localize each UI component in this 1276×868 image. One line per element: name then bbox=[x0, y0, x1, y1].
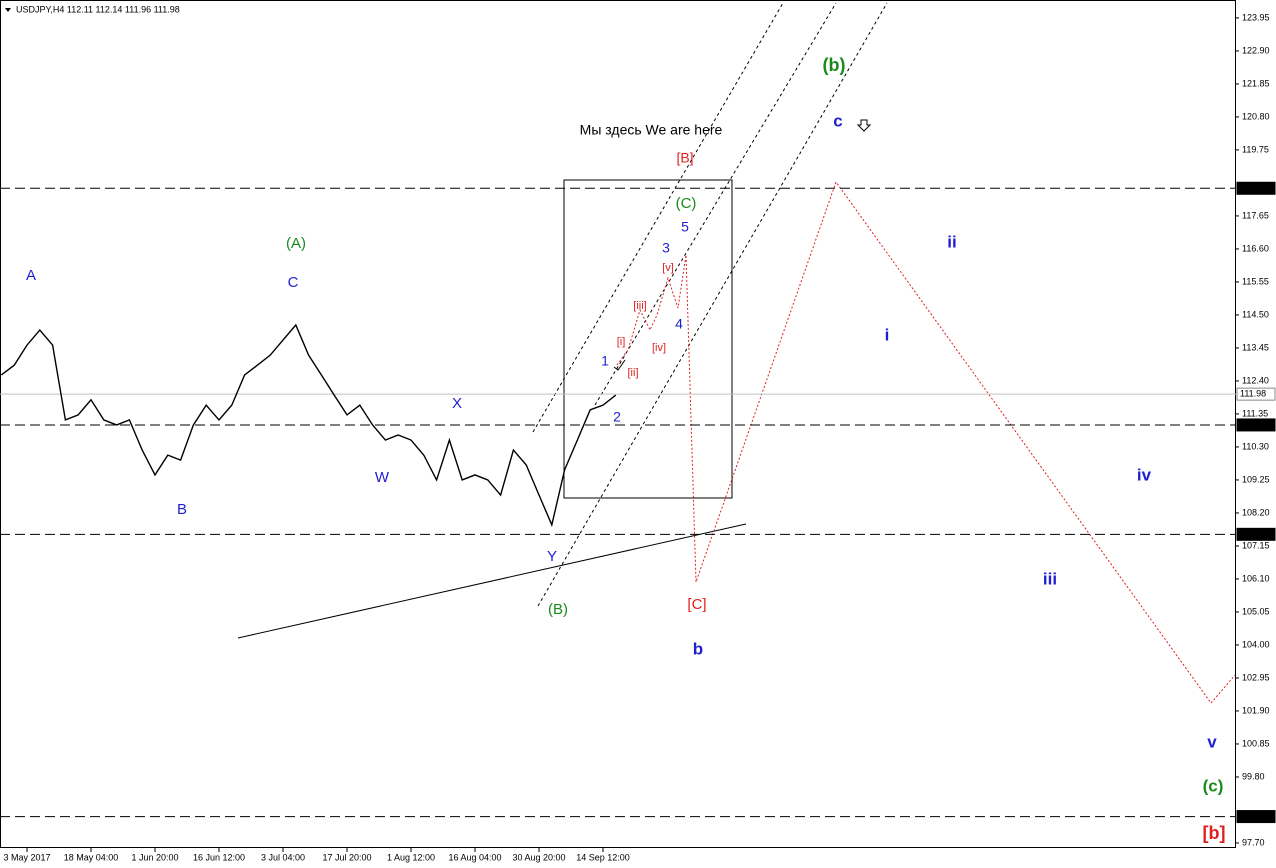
y-tick-label: 102.95 bbox=[1242, 672, 1270, 682]
wave-label: 5 bbox=[681, 219, 689, 235]
wave-label: b bbox=[693, 639, 703, 658]
level-box bbox=[1236, 387, 1276, 401]
trend-line bbox=[237, 523, 747, 639]
y-tick-label: 116.60 bbox=[1242, 243, 1269, 253]
wave-label: A bbox=[26, 267, 36, 284]
x-tick-label: 1 Jun 20:00 bbox=[131, 852, 178, 862]
wave-label: (C) bbox=[676, 195, 697, 212]
y-tick-label: 105.05 bbox=[1242, 606, 1270, 616]
y-tick-label: 123.95 bbox=[1242, 12, 1270, 22]
y-tick-label: 113.45 bbox=[1242, 342, 1269, 352]
wave-label: c bbox=[833, 111, 842, 130]
level-label: 118.53 bbox=[1240, 183, 1267, 193]
y-tick-label: 99.80 bbox=[1242, 771, 1265, 781]
level-label: 111.98 bbox=[1240, 389, 1266, 399]
wave-label: X bbox=[452, 395, 462, 412]
wave-label: B bbox=[177, 501, 187, 518]
level-box bbox=[1236, 418, 1276, 432]
wave-label: [iii] bbox=[633, 300, 646, 312]
x-tick-label: 1 Aug 12:00 bbox=[387, 852, 435, 862]
y-tick-label: 121.85 bbox=[1242, 78, 1270, 88]
x-tick-label: 3 Jul 04:00 bbox=[261, 852, 305, 862]
wave-label: Y bbox=[547, 548, 557, 565]
menu-arrow bbox=[5, 8, 11, 12]
y-tick-label: 108.20 bbox=[1242, 507, 1270, 517]
y-tick-label: 117.65 bbox=[1242, 210, 1269, 220]
y-tick-label: 120.80 bbox=[1242, 111, 1270, 121]
channel bbox=[532, 2, 888, 607]
wave-label: [C] bbox=[687, 596, 706, 613]
wave-label: i bbox=[885, 325, 890, 344]
wave-label: v bbox=[1207, 732, 1217, 751]
chart-title: USDJPY,H4 112.11 112.14 111.96 111.98 bbox=[16, 4, 180, 14]
wave-label: [ii] bbox=[628, 367, 639, 379]
wave-label: 4 bbox=[675, 316, 683, 332]
y-tick-label: 119.75 bbox=[1242, 144, 1269, 154]
y-tick-label: 107.15 bbox=[1242, 540, 1270, 550]
arrow-icon bbox=[856, 119, 872, 132]
wave-label: ii bbox=[947, 232, 956, 251]
price-line bbox=[0, 323, 617, 528]
y-tick-label: 100.85 bbox=[1242, 738, 1270, 748]
wave-label: 3 bbox=[662, 240, 670, 256]
x-tick-label: 16 Jun 12:00 bbox=[193, 852, 245, 862]
y-tick-label: 109.25 bbox=[1242, 474, 1270, 484]
y-tick-label: 112.40 bbox=[1242, 375, 1269, 385]
level-box bbox=[1236, 527, 1276, 541]
note: Мы здесь We are here bbox=[580, 122, 723, 138]
wave-label: W bbox=[375, 469, 390, 486]
check-icon bbox=[613, 359, 626, 371]
wave-label: [v] bbox=[662, 262, 674, 274]
y-tick-label: 115.55 bbox=[1242, 276, 1269, 286]
x-tick-label: 14 Sep 12:00 bbox=[576, 852, 630, 862]
wave-label: iii bbox=[1043, 569, 1057, 588]
wave-label: iv bbox=[1137, 465, 1152, 484]
y-tick-label: 106.10 bbox=[1242, 573, 1270, 583]
y-tick-label: 97.70 bbox=[1242, 837, 1265, 847]
wave-label: (A) bbox=[286, 235, 306, 252]
wave-label: 2 bbox=[613, 409, 621, 425]
wave-label: (B) bbox=[548, 601, 568, 618]
x-tick-label: 30 Aug 20:00 bbox=[512, 852, 565, 862]
x-tick-label: 18 May 04:00 bbox=[64, 852, 119, 862]
level-label: 107.52 bbox=[1240, 529, 1268, 539]
level-box bbox=[1236, 181, 1276, 195]
wave-label: [B] bbox=[676, 150, 693, 166]
y-tick-label: 114.50 bbox=[1242, 309, 1269, 319]
projection bbox=[616, 180, 1236, 704]
y-tick-label: 101.90 bbox=[1242, 705, 1270, 715]
y-tick-label: 104.00 bbox=[1242, 639, 1270, 649]
wave-label: [iv] bbox=[652, 342, 666, 354]
wave-label: 1 bbox=[601, 353, 609, 369]
wave-label: [b] bbox=[1203, 823, 1226, 843]
x-tick-label: 3 May 2017 bbox=[3, 852, 50, 862]
x-tick-label: 17 Jul 20:00 bbox=[322, 852, 371, 862]
y-tick-label: 122.90 bbox=[1242, 45, 1270, 55]
wave-label: [i] bbox=[617, 336, 626, 348]
wave-label: C bbox=[288, 274, 299, 291]
x-tick-label: 16 Aug 04:00 bbox=[448, 852, 501, 862]
level-label: 111.00 bbox=[1240, 419, 1266, 429]
level-label: 98.54 bbox=[1240, 811, 1263, 821]
focus-box bbox=[563, 179, 733, 499]
level-box bbox=[1236, 810, 1276, 824]
y-tick-label: 111.35 bbox=[1242, 408, 1268, 418]
y-tick-label: 110.30 bbox=[1242, 441, 1269, 451]
plot-frame bbox=[0, 0, 1236, 848]
wave-label: (c) bbox=[1203, 776, 1224, 795]
wave-label: (b) bbox=[823, 55, 846, 75]
